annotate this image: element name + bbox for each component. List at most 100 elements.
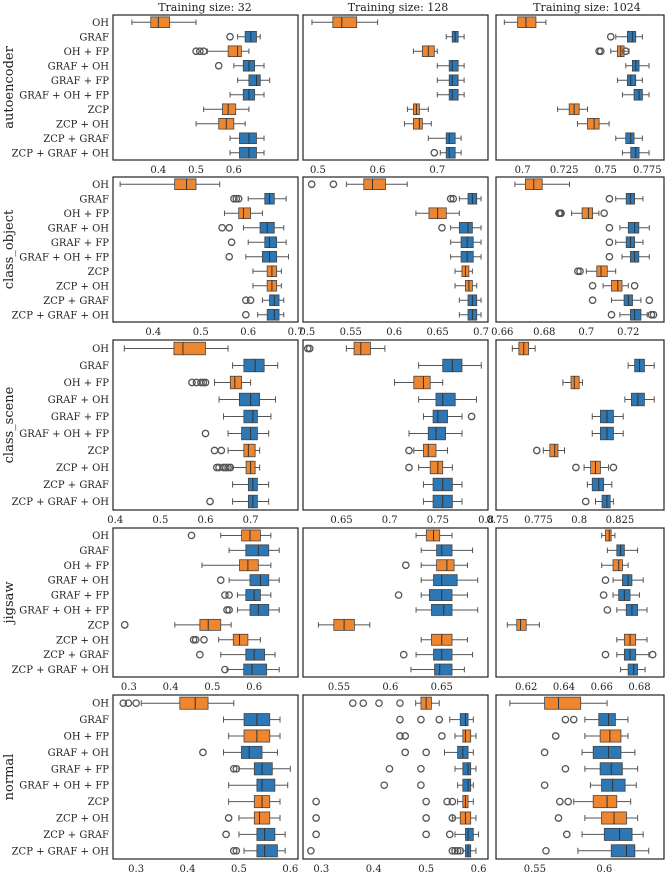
outlier-point [448,846,457,855]
panel-frame [112,694,299,860]
outlier-point [648,650,657,659]
outlier-point [605,252,614,261]
outlier-point [225,252,234,261]
panel-frame [302,694,489,860]
box [232,633,249,646]
outlier-point [359,699,368,708]
box [264,236,278,249]
category-label: OH [92,531,109,542]
tick-label: 0.6 [282,864,298,875]
box [433,648,453,661]
tick-label: 0.66 [591,682,613,693]
outlier-point [375,699,383,708]
category-label: GRAF + OH + FP [19,252,109,263]
outlier-point [435,715,444,724]
panel-frame [495,339,665,511]
panel-frame [112,14,299,161]
box [245,589,261,601]
category-label: ZCP [88,267,110,278]
outlier-point [132,699,140,708]
outlier-point [596,47,605,56]
outlier-point [605,194,614,203]
tick-label: 0.8 [571,515,587,526]
category-label: ZCP [88,105,110,116]
panel-r5-c1: 0.3 0.4 0.5 0.6 [112,694,299,875]
tick-label: 0.55 [328,682,350,693]
category-label: ZCP + OH [56,119,109,130]
category-label: OH + FP [64,561,110,572]
row-label-1: autoencoder [2,45,17,128]
outlier-point [221,463,230,472]
box [627,74,637,87]
outlier-point [214,61,223,70]
outlier-point [422,748,431,757]
tick-label: 0.65 [330,515,352,526]
panel-r2-c3: 0.66 0.68 0.7 0.72 [491,176,665,338]
box [465,827,474,841]
box [448,59,459,72]
tick-label: 0.5 [299,327,315,338]
outlier-point [417,715,425,724]
tick-label: 0.75 [486,515,508,526]
tick-label: 0.5 [193,327,209,338]
outlier-point [348,699,357,708]
category-label: ZCP + OH [56,814,109,825]
outlier-point [124,699,133,708]
outlier-point [201,429,210,438]
outlier-point [396,715,404,724]
category-label: GRAF [79,194,109,205]
tick-label: 0.7 [429,165,445,176]
box [591,477,605,492]
outlier-point [540,781,549,790]
box [238,392,261,407]
panel-frame [112,527,299,678]
box [459,713,469,727]
category-label: ZCP + OH [56,281,109,292]
outlier-point [230,194,238,203]
category-label: ZCP + OH [56,635,109,646]
outlier-point [312,814,320,822]
outlier-point [561,764,570,773]
box [249,604,270,616]
outlier-point [232,846,241,855]
box [239,559,259,572]
category-label: GRAF + OH [48,223,110,234]
box [241,745,263,759]
category-label: GRAF + FP [51,238,109,249]
outlier-point [225,591,233,599]
outlier-point [232,764,241,773]
box [413,117,423,130]
outlier-point [422,814,431,822]
tick-label: 0.5 [418,864,434,875]
box [448,88,459,101]
outlier-point [394,591,403,599]
outlier-point [422,830,431,839]
box [253,811,271,825]
tick-label: 0.6 [246,682,262,693]
tick-label: 0.5 [231,864,247,875]
box [427,426,447,441]
box [433,574,458,587]
box [516,618,527,631]
category-label: GRAF + FP [51,764,109,775]
category-label: OH + FP [64,47,110,58]
panel-frame [495,176,665,323]
outlier-point [576,267,584,276]
outlier-point [401,732,410,740]
outlier-point [405,446,413,455]
box [630,308,642,321]
panel-r5-c2: 0.3 0.4 0.5 0.6 [302,694,489,875]
box [596,265,608,278]
box [249,574,270,587]
box [611,279,623,292]
box [243,409,258,424]
outlier-point [456,846,465,855]
outlier-point [396,732,404,740]
category-label: OH [92,180,109,191]
box [243,358,265,373]
box [239,132,257,145]
category-label: ZCP + GRAF + OH [12,846,110,857]
box [610,844,636,858]
box [150,16,171,29]
tick-label: 0.68 [533,327,555,338]
